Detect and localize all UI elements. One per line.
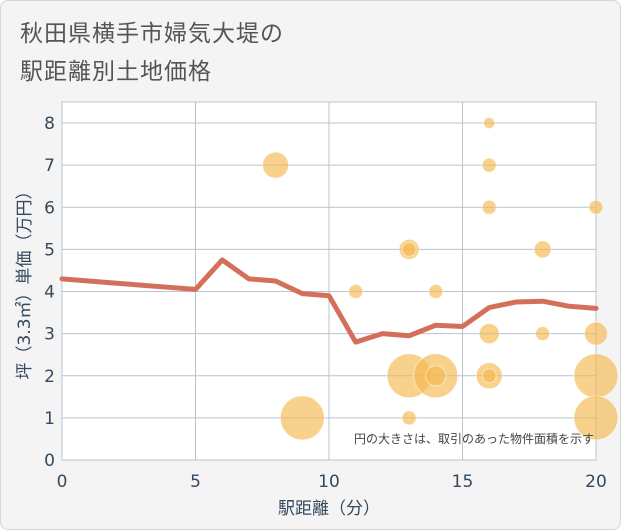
bubble-point	[348, 284, 364, 300]
x-tick-label: 20	[585, 472, 607, 492]
bubble-point	[584, 321, 608, 346]
x-tick-label: 0	[57, 472, 68, 492]
x-tick-label: 5	[190, 472, 201, 492]
x-tick-label: 15	[452, 472, 474, 492]
y-tick-label: 4	[44, 283, 55, 303]
bubble-point	[481, 368, 497, 384]
bubble-point	[428, 284, 444, 300]
x-axis-label: 駅距離（分）	[278, 499, 380, 519]
y-tick-label: 1	[44, 409, 55, 429]
bubble-point	[535, 326, 551, 342]
x-tick-label: 10	[318, 472, 340, 492]
y-axis-label: 坪（3.3㎡）単価（万円）	[15, 182, 35, 379]
size-note: 円の大きさは、取引のあった物件面積を示す	[354, 431, 594, 446]
y-tick-label: 0	[44, 451, 55, 471]
bubble-point	[573, 395, 619, 441]
trend-line	[59, 257, 599, 345]
bubble-point	[425, 365, 447, 387]
bubble-point	[573, 353, 619, 399]
y-tick-label: 2	[44, 367, 55, 387]
y-tick-label: 5	[44, 240, 55, 260]
bubble-point	[401, 410, 417, 426]
bubble-point	[279, 395, 325, 441]
bubble-point	[262, 151, 290, 179]
bubble-point	[481, 157, 497, 173]
bubble-point	[481, 199, 497, 215]
y-tick-label: 7	[44, 156, 55, 176]
y-tick-label: 8	[44, 114, 55, 134]
chart-title-line-2: 駅距離別土地価格	[20, 59, 212, 85]
chart-title-line-1: 秋田県横手市婦気大堤の	[20, 21, 284, 47]
bubble-point	[533, 240, 552, 259]
bubble-point	[478, 323, 500, 345]
y-tick-label: 6	[44, 198, 55, 218]
y-tick-label: 3	[44, 325, 55, 345]
bubble-point	[401, 241, 417, 257]
bubble-point	[483, 117, 496, 130]
bubble-point	[588, 199, 604, 215]
